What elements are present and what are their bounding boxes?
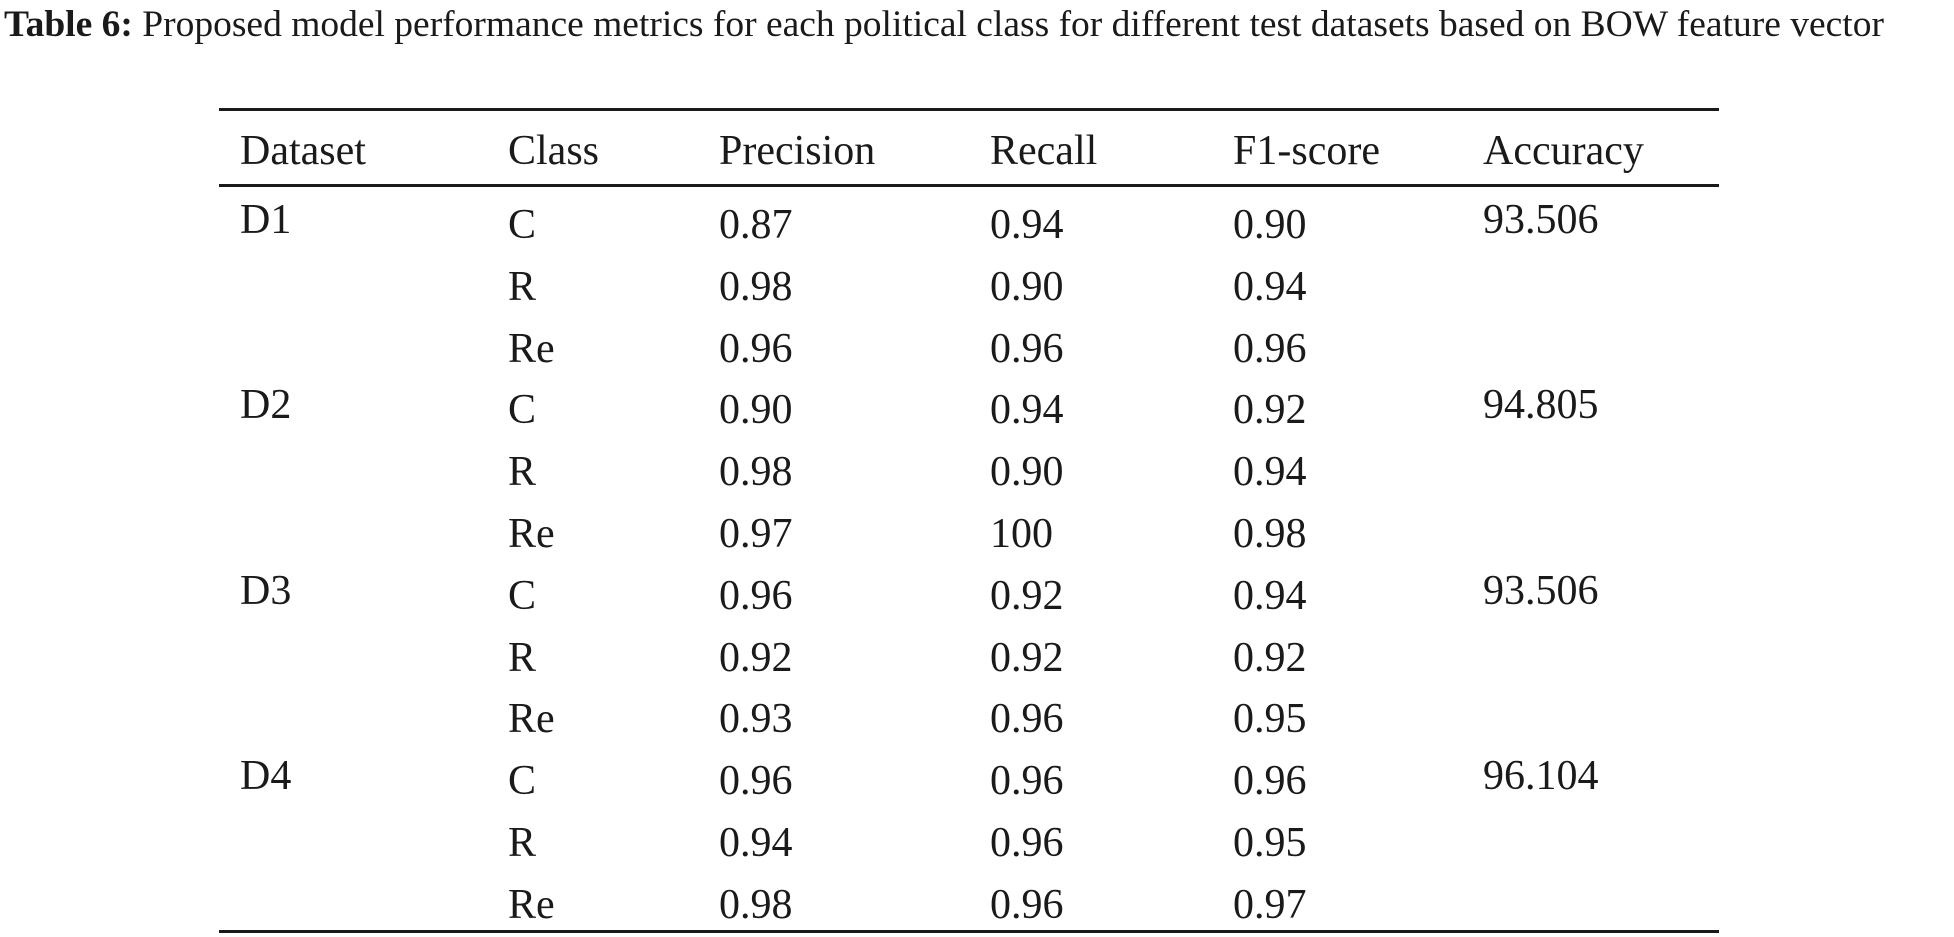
cell-dataset: D4 xyxy=(240,753,292,800)
cell-f1: 0.98 xyxy=(1233,511,1307,557)
table-caption-text: Proposed model performance metrics for e… xyxy=(132,4,1884,45)
table-bottom-rule xyxy=(219,930,1719,933)
cell-f1: 0.92 xyxy=(1233,634,1307,681)
cell-precision: 0.96 xyxy=(719,325,793,372)
cell-f1: 0.94 xyxy=(1233,263,1307,310)
cell-recall: 0.96 xyxy=(990,820,1064,866)
cell-dataset: D2 xyxy=(240,382,292,429)
cell-class: C xyxy=(508,572,537,619)
cell-precision: 0.94 xyxy=(719,820,793,866)
cell-precision: 0.92 xyxy=(719,634,793,681)
cell-recall: 0.90 xyxy=(990,263,1064,310)
header-f1-score: F1-score xyxy=(1233,128,1380,174)
table-header-rule xyxy=(219,184,1719,187)
cell-recall: 0.90 xyxy=(990,449,1064,496)
table-top-rule xyxy=(219,108,1719,111)
cell-f1: 0.95 xyxy=(1233,820,1307,866)
cell-class: C xyxy=(508,387,537,434)
cell-recall: 0.94 xyxy=(990,387,1064,434)
cell-class: R xyxy=(508,634,537,681)
cell-class: R xyxy=(508,263,537,310)
cell-class: R xyxy=(508,820,537,866)
cell-accuracy: 93.506 xyxy=(1483,197,1599,243)
cell-recall: 0.96 xyxy=(990,758,1064,805)
header-class: Class xyxy=(508,128,600,174)
cell-precision: 0.98 xyxy=(719,263,793,310)
cell-recall: 0.92 xyxy=(990,634,1064,681)
cell-precision: 0.97 xyxy=(719,511,793,557)
cell-accuracy: 94.805 xyxy=(1483,382,1599,429)
cell-class: Re xyxy=(508,511,555,557)
cell-recall: 100 xyxy=(990,511,1053,557)
cell-precision: 0.98 xyxy=(719,449,793,496)
cell-accuracy: 93.506 xyxy=(1483,567,1599,614)
cell-class: C xyxy=(508,758,537,805)
cell-f1: 0.90 xyxy=(1233,202,1307,248)
cell-class: Re xyxy=(508,325,555,372)
cell-f1: 0.96 xyxy=(1233,325,1307,372)
cell-recall: 0.92 xyxy=(990,572,1064,619)
cell-precision: 0.93 xyxy=(719,696,793,743)
cell-accuracy: 96.104 xyxy=(1483,753,1599,800)
cell-precision: 0.87 xyxy=(719,202,793,248)
cell-precision: 0.98 xyxy=(719,881,793,928)
header-precision: Precision xyxy=(719,128,876,174)
cell-dataset: D3 xyxy=(240,567,292,614)
cell-f1: 0.97 xyxy=(1233,881,1307,928)
cell-class: Re xyxy=(508,881,555,928)
cell-class: Re xyxy=(508,696,555,743)
cell-recall: 0.96 xyxy=(990,325,1064,372)
cell-precision: 0.90 xyxy=(719,387,793,434)
cell-recall: 0.96 xyxy=(990,881,1064,928)
cell-f1: 0.94 xyxy=(1233,572,1307,619)
cell-dataset: D1 xyxy=(240,197,292,243)
cell-f1: 0.95 xyxy=(1233,696,1307,743)
table-caption-label: Table 6: xyxy=(4,4,133,45)
cell-precision: 0.96 xyxy=(719,758,793,805)
cell-class: R xyxy=(508,449,537,496)
header-dataset: Dataset xyxy=(240,128,366,174)
cell-recall: 0.94 xyxy=(990,202,1064,248)
cell-f1: 0.96 xyxy=(1233,758,1307,805)
table-caption: Table 6: Proposed model performance metr… xyxy=(4,2,1949,48)
cell-recall: 0.96 xyxy=(990,696,1064,743)
cell-f1: 0.92 xyxy=(1233,387,1307,434)
cell-f1: 0.94 xyxy=(1233,449,1307,496)
header-accuracy: Accuracy xyxy=(1483,128,1644,174)
cell-precision: 0.96 xyxy=(719,572,793,619)
cell-class: C xyxy=(508,202,537,248)
header-recall: Recall xyxy=(990,128,1098,174)
